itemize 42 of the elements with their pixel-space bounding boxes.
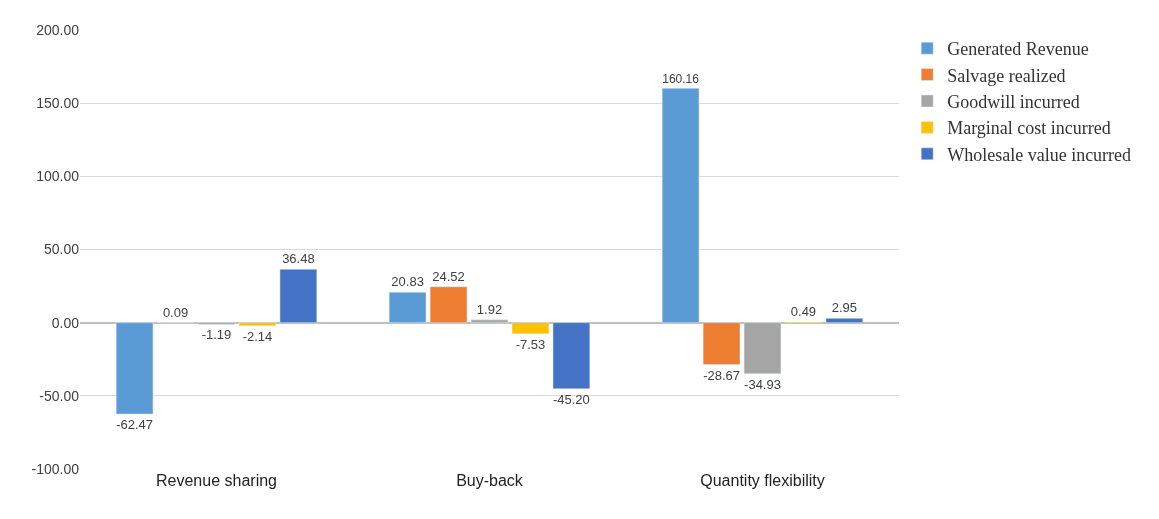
data-label: -28.67 (703, 367, 740, 383)
legend-label: Salvage realized (947, 65, 1066, 86)
y-tick-label: 0.00 (51, 314, 80, 331)
x-tick-label: Quantity flexibility (700, 472, 825, 489)
bar (825, 318, 864, 323)
data-label: -7.53 (515, 336, 546, 352)
y-tick-label: 100.00 (36, 168, 80, 185)
bar (702, 322, 741, 365)
legend-label: Marginal cost incurred (947, 118, 1111, 139)
bar (470, 319, 509, 323)
bar (115, 322, 154, 415)
data-label: 160.16 (662, 71, 700, 86)
x-tick-label: Buy-back (456, 472, 524, 489)
data-label: 0.09 (162, 304, 189, 320)
data-label: -45.20 (552, 391, 590, 407)
y-tick-label: -100.00 (31, 460, 80, 477)
data-label: -34.93 (744, 376, 781, 392)
x-tick-label: Revenue sharing (156, 472, 277, 489)
legend-label: Goodwill incurred (947, 92, 1080, 113)
data-label: 2.95 (831, 300, 858, 316)
legend-label: Generated Revenue (947, 39, 1089, 60)
bar (388, 291, 427, 323)
data-label: 20.83 (391, 274, 424, 290)
data-label: 36.48 (282, 251, 315, 267)
data-label: 24.52 (432, 268, 465, 284)
bar (743, 322, 782, 375)
y-tick-label: 150.00 (36, 95, 80, 112)
bar (238, 322, 277, 327)
data-label: -2.14 (242, 328, 273, 344)
bar (429, 286, 468, 323)
data-label: 0.49 (790, 303, 817, 319)
bar (511, 322, 550, 334)
bar (661, 88, 700, 323)
bar (552, 322, 591, 390)
data-label: -1.19 (201, 327, 232, 343)
data-label: 1.92 (476, 301, 503, 317)
y-tick-label: 200.00 (36, 21, 80, 38)
data-label: -62.47 (116, 417, 154, 433)
bar (279, 269, 318, 323)
y-tick-label: -50.00 (39, 387, 80, 404)
legend-label: Wholesale value incurred (947, 144, 1132, 165)
y-tick-label: 50.00 (43, 241, 80, 258)
